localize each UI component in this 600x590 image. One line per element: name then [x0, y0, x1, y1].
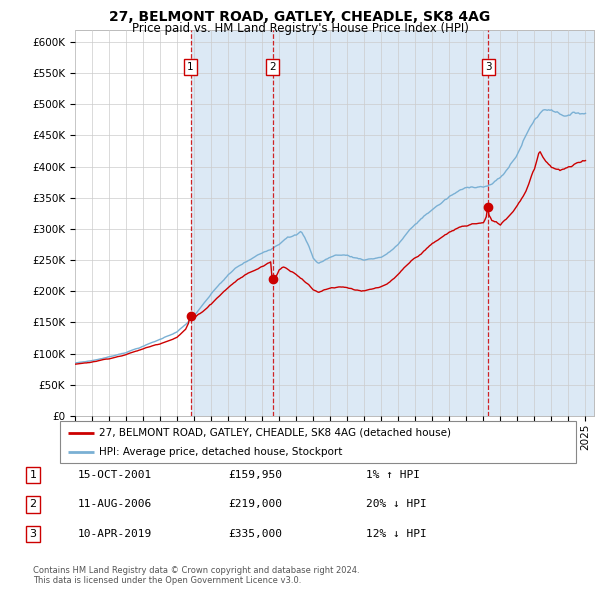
Text: HPI: Average price, detached house, Stockport: HPI: Average price, detached house, Stoc… [98, 447, 342, 457]
Bar [272, 30, 488, 416]
Bar [191, 30, 272, 416]
Text: 27, BELMONT ROAD, GATLEY, CHEADLE, SK8 4AG: 27, BELMONT ROAD, GATLEY, CHEADLE, SK8 4… [109, 10, 491, 24]
Text: 2: 2 [269, 62, 276, 72]
Text: 15-OCT-2001: 15-OCT-2001 [78, 470, 152, 480]
Text: 10-APR-2019: 10-APR-2019 [78, 529, 152, 539]
Text: 2: 2 [29, 500, 37, 509]
Text: 1% ↑ HPI: 1% ↑ HPI [366, 470, 420, 480]
Bar [488, 30, 594, 416]
Text: 1: 1 [29, 470, 37, 480]
Text: 3: 3 [485, 62, 491, 72]
Text: 3: 3 [29, 529, 37, 539]
Text: 12% ↓ HPI: 12% ↓ HPI [366, 529, 427, 539]
Text: 27, BELMONT ROAD, GATLEY, CHEADLE, SK8 4AG (detached house): 27, BELMONT ROAD, GATLEY, CHEADLE, SK8 4… [98, 428, 451, 438]
Text: £159,950: £159,950 [228, 470, 282, 480]
Text: 11-AUG-2006: 11-AUG-2006 [78, 500, 152, 509]
Text: 20% ↓ HPI: 20% ↓ HPI [366, 500, 427, 509]
Text: Contains HM Land Registry data © Crown copyright and database right 2024.
This d: Contains HM Land Registry data © Crown c… [33, 566, 359, 585]
Text: £335,000: £335,000 [228, 529, 282, 539]
Text: £219,000: £219,000 [228, 500, 282, 509]
Text: Price paid vs. HM Land Registry's House Price Index (HPI): Price paid vs. HM Land Registry's House … [131, 22, 469, 35]
Text: 1: 1 [187, 62, 194, 72]
